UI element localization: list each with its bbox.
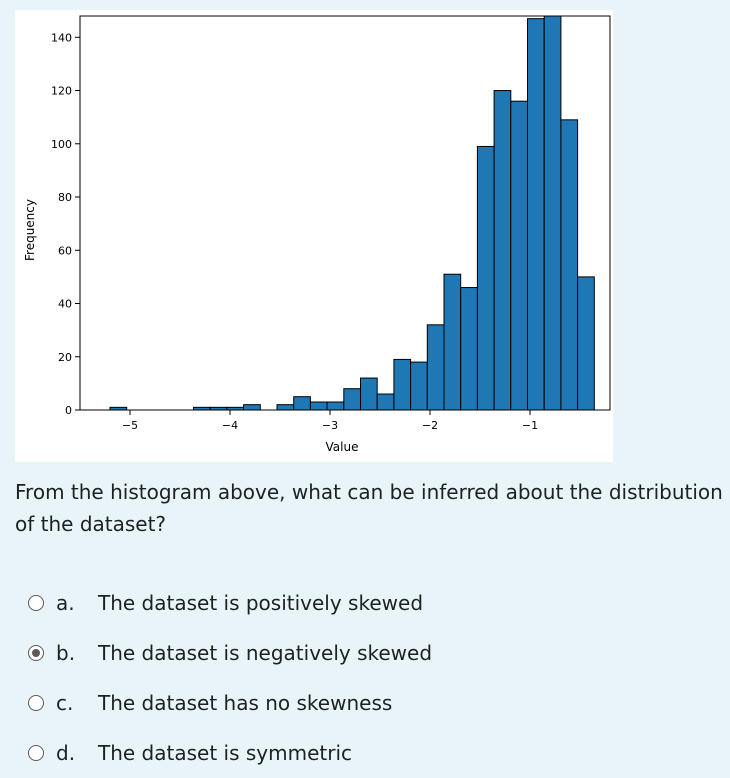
x-tick-label: −5 <box>122 419 138 432</box>
answer-text-a: The dataset is positively skewed <box>98 591 424 615</box>
x-tick-label: −4 <box>222 419 238 432</box>
y-axis-label: Frequency <box>23 199 37 261</box>
x-tick-label: −2 <box>422 419 438 432</box>
histogram-bar <box>493 90 512 411</box>
plot-frame <box>79 15 611 411</box>
histogram-bar <box>360 377 378 411</box>
histogram-bar <box>460 287 478 411</box>
histogram-bar <box>560 119 579 411</box>
y-tick-label: 100 <box>51 138 72 151</box>
answer-letter-c: c. <box>56 691 74 715</box>
histogram-bar <box>443 273 462 411</box>
y-tick-label: 140 <box>51 31 72 44</box>
x-tick-label: −1 <box>522 419 538 432</box>
y-tick-label: 120 <box>51 85 72 98</box>
answer-letter-d: d. <box>56 741 76 765</box>
answer-text-c: The dataset has no skewness <box>98 691 393 715</box>
radio-button-d[interactable] <box>28 745 44 761</box>
y-tick-label: 60 <box>58 244 72 257</box>
histogram-bar <box>510 100 528 411</box>
x-axis-label: Value <box>326 440 359 454</box>
y-tick-label: 0 <box>65 404 72 417</box>
x-tick-label: −3 <box>322 419 338 432</box>
answer-option-c[interactable]: c. The dataset has no skewness <box>28 678 718 728</box>
answer-text-d: The dataset is symmetric <box>98 741 353 765</box>
histogram-bar <box>393 358 412 411</box>
histogram-bar <box>476 145 495 411</box>
histogram-bar <box>577 276 595 411</box>
x-axis-ticks: −5 −4 −3 −2 −1 <box>122 410 538 432</box>
y-axis-ticks: 0 20 40 60 80 100 120 140 <box>51 31 80 417</box>
answer-letter-a: a. <box>56 591 75 615</box>
question-text: From the histogram above, what can be in… <box>15 480 723 536</box>
histogram-chart: 0 20 40 60 80 100 120 140 −5 −4 −3 −2 −1 Frequency … <box>15 10 613 462</box>
y-tick-label: 80 <box>58 191 72 204</box>
answer-letter-b: b. <box>56 641 76 665</box>
radio-button-b[interactable] <box>28 645 44 661</box>
histogram-bar <box>543 15 562 411</box>
histogram-bar <box>309 401 328 411</box>
answer-option-a[interactable]: a. The dataset is positively skewed <box>28 578 718 628</box>
histogram-bar <box>293 396 311 411</box>
histogram-bar <box>243 404 261 411</box>
bars-group <box>109 15 595 411</box>
histogram-bar <box>376 393 395 411</box>
answer-option-b[interactable]: b. The dataset is negatively skewed <box>28 628 718 678</box>
answer-text-b: The dataset is negatively skewed <box>98 641 433 665</box>
radio-button-a[interactable] <box>28 595 44 611</box>
histogram-bar <box>527 18 545 411</box>
histogram-bar <box>426 324 445 411</box>
answer-list: a. The dataset is positively skewed b. T… <box>28 578 718 778</box>
answer-option-d[interactable]: d. The dataset is symmetric <box>28 728 718 778</box>
radio-button-c[interactable] <box>28 695 44 711</box>
histogram-bar <box>276 404 295 411</box>
y-tick-label: 40 <box>58 298 72 311</box>
y-tick-label: 20 <box>58 351 72 364</box>
histogram-bar <box>410 361 428 411</box>
histogram-bar <box>326 401 345 411</box>
histogram-bar <box>343 388 361 411</box>
